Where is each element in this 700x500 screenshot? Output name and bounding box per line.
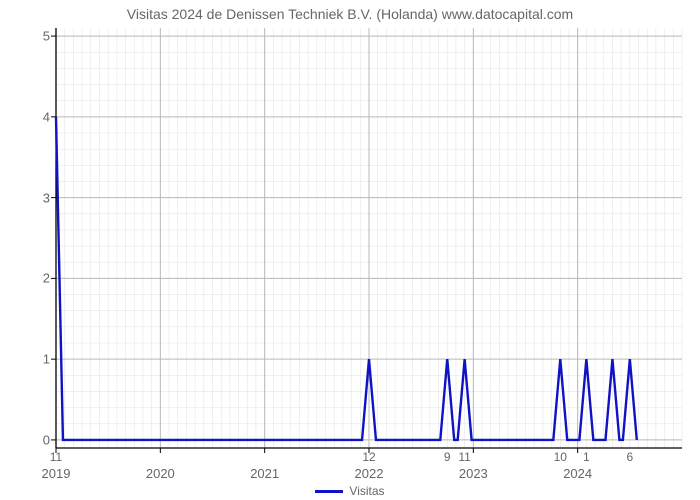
- x-year-label: 2022: [355, 466, 384, 481]
- y-tick-label: 5: [10, 29, 50, 44]
- x-year-label: 2024: [563, 466, 592, 481]
- legend-label: Visitas: [349, 484, 384, 498]
- x-data-label: 11: [458, 450, 470, 464]
- y-tick-label: 4: [10, 109, 50, 124]
- x-year-label: 2023: [459, 466, 488, 481]
- plot-area: [56, 28, 682, 448]
- x-year-label: 2021: [250, 466, 279, 481]
- chart-container: Visitas 2024 de Denissen Techniek B.V. (…: [0, 0, 700, 500]
- y-tick-label: 0: [10, 432, 50, 447]
- chart-svg: [56, 28, 682, 448]
- x-data-label: 10: [554, 450, 567, 464]
- chart-title: Visitas 2024 de Denissen Techniek B.V. (…: [0, 6, 700, 22]
- x-year-label: 2020: [146, 466, 175, 481]
- x-data-label: 6: [626, 450, 633, 464]
- y-tick-label: 3: [10, 190, 50, 205]
- y-tick-label: 1: [10, 352, 50, 367]
- legend: Visitas: [0, 484, 700, 498]
- x-data-label: 11: [50, 450, 62, 464]
- x-data-label: 12: [362, 450, 375, 464]
- x-data-label: 9: [444, 450, 451, 464]
- x-year-label: 2019: [42, 466, 71, 481]
- legend-swatch: [315, 490, 343, 493]
- x-data-label: 1: [583, 450, 590, 464]
- y-tick-label: 2: [10, 271, 50, 286]
